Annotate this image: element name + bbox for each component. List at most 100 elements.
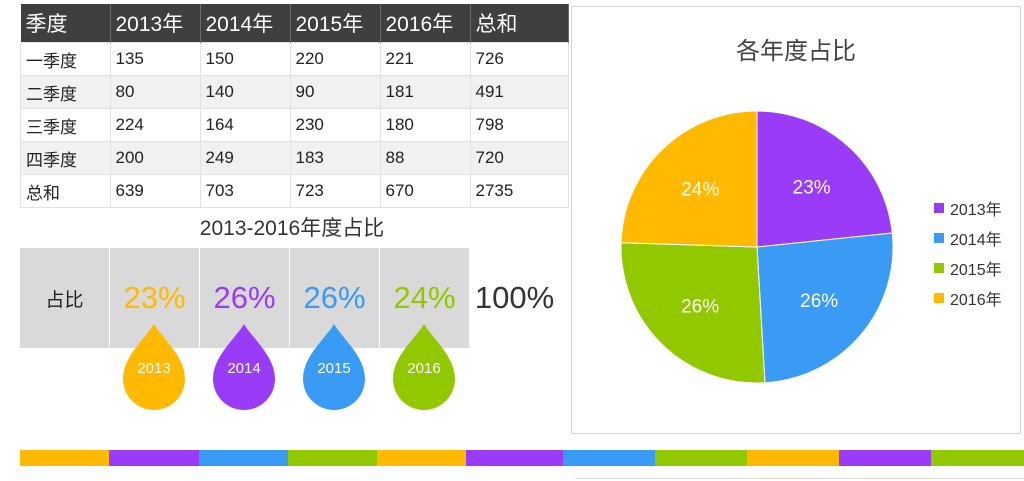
data-table: 季度 2013年 2014年 2015年 2016年 总和 一季度 135 150 220 221… xyxy=(20,4,569,208)
table-cell: 135 xyxy=(109,42,201,76)
table-row: 总和 639 703 723 670 2735 xyxy=(20,174,569,208)
stripe-segment xyxy=(109,450,199,466)
table-cell: 90 xyxy=(289,75,381,109)
table-cell: 798 xyxy=(469,108,569,142)
stripe-segment xyxy=(377,450,466,466)
table-cell: 249 xyxy=(199,141,291,175)
stripe-segment xyxy=(655,450,747,466)
table-cell: 一季度 xyxy=(20,42,111,76)
table-cell: 224 xyxy=(109,108,201,142)
table-cell: 140 xyxy=(199,75,291,109)
table-cell: 80 xyxy=(109,75,201,109)
pie-data-label: 24% xyxy=(681,179,719,200)
table-header-cell: 2013年 xyxy=(110,4,201,43)
table-row: 四季度 200 249 183 88 720 xyxy=(20,141,569,175)
drop-shape xyxy=(213,324,275,410)
legend-swatch xyxy=(934,233,944,243)
table-header-cell: 总和 xyxy=(470,4,569,43)
table-cell: 723 xyxy=(289,174,381,208)
table-cell: 总和 xyxy=(20,174,111,208)
legend-label: 2015年 xyxy=(950,262,1002,279)
drop-label: 2014 xyxy=(227,360,261,377)
table-cell: 164 xyxy=(199,108,291,142)
ratio-value: 100% xyxy=(470,248,559,348)
table-cell: 670 xyxy=(379,174,471,208)
year-drop: 2015 xyxy=(302,322,366,414)
year-drop: 2014 xyxy=(212,322,276,414)
drop-label: 2013 xyxy=(137,360,171,377)
pie-data-label: 26% xyxy=(800,291,838,312)
table-row: 一季度 135 150 220 221 726 xyxy=(20,42,569,76)
drop-shape xyxy=(303,324,365,410)
pie-chart: 23% 26% 26% 24% xyxy=(620,110,894,384)
table-cell: 2735 xyxy=(469,174,569,208)
pie-slice xyxy=(756,110,893,248)
stripe-segment xyxy=(466,450,563,466)
table-cell: 220 xyxy=(289,42,381,76)
table-cell: 183 xyxy=(289,141,381,175)
stripe-segment xyxy=(931,450,1024,466)
legend-swatch xyxy=(934,263,944,273)
stripe-segment xyxy=(199,450,288,466)
drop-label: 2015 xyxy=(317,360,351,377)
table-cell: 88 xyxy=(379,141,471,175)
table-row: 三季度 224 164 230 180 798 xyxy=(20,108,569,142)
chart-legend: 2013年 2014年 2015年 2016年 xyxy=(934,193,1002,313)
pie-slice xyxy=(620,110,758,248)
decorative-color-stripe xyxy=(20,450,1024,466)
stripe-segment xyxy=(747,450,839,466)
legend-item: 2014年 xyxy=(934,223,1002,253)
drop-shape-fill xyxy=(393,324,455,410)
table-header-cell: 2016年 xyxy=(380,4,471,43)
drop-shape xyxy=(393,324,455,410)
table-cell: 三季度 xyxy=(20,108,111,142)
drop-label: 2016 xyxy=(407,360,441,377)
table-cell: 200 xyxy=(109,141,201,175)
legend-item: 2016年 xyxy=(934,283,1002,313)
legend-item: 2015年 xyxy=(934,253,1002,283)
drop-shape xyxy=(123,324,185,410)
pie-slice xyxy=(620,242,766,384)
drop-shape-fill xyxy=(303,324,365,410)
table-body: 一季度 135 150 220 221 726 二季度 80 140 90 181 491 三季度 224… xyxy=(20,42,569,208)
legend-label: 2014年 xyxy=(950,232,1002,249)
table-cell: 150 xyxy=(199,42,291,76)
legend-label: 2016年 xyxy=(950,292,1002,309)
ratio-row: 占比 23% 26% 26% 24% 100% xyxy=(20,248,560,348)
ratio-title: 2013-2016年度占比 xyxy=(199,217,385,240)
legend-swatch xyxy=(934,203,944,213)
stripe-segment xyxy=(839,450,931,466)
drop-shape-fill xyxy=(123,324,185,410)
pie-data-label: 26% xyxy=(681,296,719,317)
table-header-cell: 2015年 xyxy=(290,4,381,43)
legend-label: 2013年 xyxy=(950,202,1002,219)
stripe-segment xyxy=(20,450,109,466)
divider xyxy=(575,478,1024,479)
legend-item: 2013年 xyxy=(934,193,1002,223)
ratio-row-label: 占比 xyxy=(20,248,109,348)
table-cell: 221 xyxy=(379,42,471,76)
pie-data-label: 23% xyxy=(793,177,831,198)
table-header-cell: 2014年 xyxy=(200,4,291,43)
table-cell: 726 xyxy=(469,42,569,76)
table-cell: 181 xyxy=(379,75,471,109)
year-drop: 2013 xyxy=(122,322,186,414)
table-cell: 720 xyxy=(469,141,569,175)
stripe-segment xyxy=(563,450,655,466)
drop-shape-fill xyxy=(213,324,275,410)
table-row: 二季度 80 140 90 181 491 xyxy=(20,75,569,109)
table-cell: 230 xyxy=(289,108,381,142)
ratio-value: 24% xyxy=(380,248,469,348)
table-cell: 639 xyxy=(109,174,201,208)
table-header-cell: 季度 xyxy=(20,4,111,43)
table-cell: 703 xyxy=(199,174,291,208)
legend-swatch xyxy=(934,293,944,303)
pie-chart-panel: 各年度占比 23% 26% 26% 24% 2013年 2014年 2015年 2016年 xyxy=(571,6,1021,434)
table-cell: 二季度 xyxy=(20,75,111,109)
chart-title: 各年度占比 xyxy=(736,38,856,65)
table-header-row: 季度 2013年 2014年 2015年 2016年 总和 xyxy=(20,4,569,43)
stripe-segment xyxy=(288,450,377,466)
year-drop: 2016 xyxy=(392,322,456,414)
table-cell: 四季度 xyxy=(20,141,111,175)
pie-slice xyxy=(756,232,894,384)
